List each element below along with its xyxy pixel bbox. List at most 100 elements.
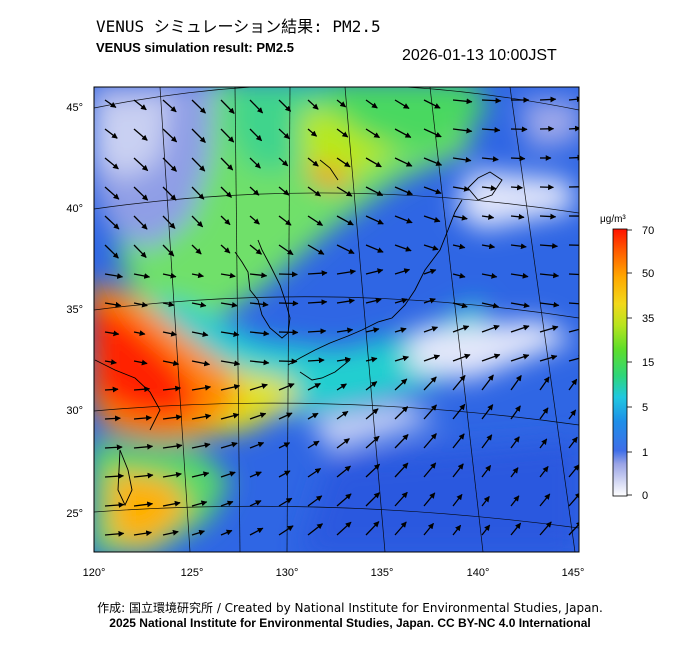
wind-arrow <box>220 186 232 198</box>
wind-arrow <box>249 441 265 449</box>
lon-label-145: 145° <box>562 567 585 579</box>
wind-arrow <box>336 356 351 363</box>
wind-arrow <box>394 215 413 224</box>
wind-arrow <box>423 492 436 507</box>
wind-arrow <box>307 328 327 335</box>
wind-arrow <box>510 243 527 250</box>
wind-arrow <box>394 186 413 196</box>
wind-arrow <box>278 300 299 307</box>
wind-arrow <box>220 215 231 226</box>
wind-arrow <box>394 327 407 333</box>
wind-arrow <box>365 521 380 536</box>
wind-arrow <box>104 157 119 170</box>
wind-arrow <box>539 96 557 103</box>
wind-arrow <box>394 378 408 391</box>
wind-arrow <box>191 128 206 143</box>
wind-arrow <box>423 99 441 109</box>
wind-arrow <box>510 405 521 420</box>
wind-arrow <box>133 359 148 366</box>
wind-arrow <box>365 381 378 391</box>
wind-arrow <box>220 384 241 391</box>
wind-arrow <box>423 376 437 391</box>
wind-arrow <box>307 270 328 277</box>
wind-arrow <box>162 330 177 337</box>
wind-arrow <box>278 215 292 226</box>
wind-arrow <box>452 243 466 250</box>
wind-arrow <box>307 382 321 391</box>
wind-arrow <box>133 472 154 479</box>
wind-arrow <box>278 412 293 420</box>
wind-arrow <box>539 242 558 249</box>
wind-arrow <box>278 470 291 478</box>
wind-arrow <box>191 500 208 507</box>
wind-arrow <box>365 435 380 449</box>
wind-arrow <box>278 383 295 391</box>
wind-arrow <box>336 493 352 507</box>
wind-arrow <box>365 408 379 420</box>
lon-label-140: 140° <box>467 567 490 579</box>
wind-arrow <box>336 157 351 168</box>
wind-arrow <box>481 524 491 536</box>
wind-arrow <box>539 301 560 308</box>
wind-arrow <box>162 471 182 478</box>
wind-arrow <box>510 302 530 309</box>
lat-label-30: 30° <box>66 405 83 417</box>
wind-arrow <box>365 244 384 253</box>
wind-arrow <box>249 215 260 225</box>
wind-arrow <box>278 186 290 196</box>
wind-arrow <box>336 465 351 478</box>
wind-arrow <box>481 302 500 309</box>
wind-arrow <box>568 96 579 103</box>
wind-arrow <box>452 325 470 333</box>
lon-label-120: 120° <box>83 567 106 579</box>
wind-arrow <box>162 99 177 113</box>
wind-arrow <box>220 500 234 507</box>
wind-arrow <box>162 360 180 367</box>
wind-arrow <box>133 530 152 537</box>
wind-arrow <box>162 186 177 201</box>
wind-arrow <box>481 185 497 191</box>
wind-arrow <box>133 330 146 336</box>
wind-arrow <box>133 128 148 141</box>
wind-arrow <box>133 157 149 172</box>
wind-arrow <box>104 128 118 139</box>
wind-arrow <box>423 462 437 478</box>
lat-label-40: 40° <box>66 203 83 215</box>
wind-arrow <box>133 386 151 393</box>
wind-arrow <box>191 442 211 449</box>
wind-arrow <box>191 331 209 338</box>
wind-arrow <box>162 529 179 536</box>
wind-arrow <box>278 442 291 449</box>
wind-arrow <box>568 154 579 161</box>
wind-arrow <box>539 521 552 536</box>
wind-arrow <box>481 97 502 104</box>
wind-arrow <box>481 324 500 333</box>
wind-arrow <box>423 433 437 449</box>
wind-arrow <box>133 501 154 508</box>
wind-arrow <box>162 385 182 392</box>
credit-line: 作成: 国立環境研究所 / Created by National Instit… <box>97 601 603 615</box>
lon-label-125: 125° <box>181 567 204 579</box>
wind-arrow <box>539 466 549 478</box>
wind-arrow <box>249 128 263 142</box>
wind-arrow <box>481 374 494 391</box>
wind-arrow <box>249 471 262 478</box>
wind-arrow <box>423 215 441 223</box>
wind-arrow <box>336 269 356 275</box>
latitude-labels: 45° 40° 35° 30° 25° <box>66 102 83 520</box>
wind-arrow <box>452 524 462 536</box>
wind-arrow <box>278 329 299 336</box>
wind-arrow <box>249 383 268 391</box>
wind-arrow <box>568 520 579 536</box>
wind-arrow <box>249 99 264 114</box>
lon-label-130: 130° <box>276 567 299 579</box>
wind-arrow <box>133 186 149 201</box>
wind-arrow <box>423 297 436 304</box>
wind-arrow <box>220 471 236 478</box>
wind-arrow <box>162 157 177 172</box>
wind-arrow <box>278 99 292 112</box>
lat-label-45: 45° <box>66 102 83 114</box>
wind-arrow <box>336 128 349 138</box>
wind-arrow <box>510 213 525 220</box>
